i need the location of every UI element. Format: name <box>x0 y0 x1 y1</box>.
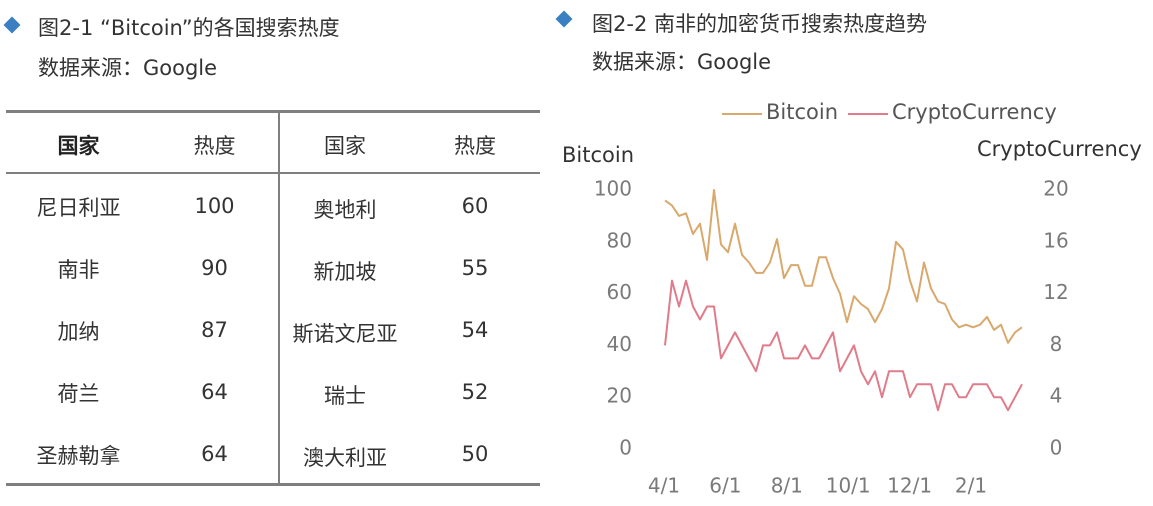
left-axis-title: Bitcoin <box>562 143 635 167</box>
table-bottom-rule <box>6 483 540 486</box>
table-top-rule <box>6 110 540 113</box>
heat-cell: 64 <box>201 380 228 404</box>
right-tick-label: 0 <box>1050 436 1063 460</box>
country-cell: 澳大利亚 <box>303 446 387 470</box>
x-tick-label: 6/1 <box>709 474 741 498</box>
x-tick-label: 4/1 <box>648 474 680 498</box>
heat-cell: 55 <box>461 256 489 280</box>
country-cell: 荷兰 <box>57 382 100 406</box>
heat-cell: 50 <box>461 442 489 466</box>
right-tick-label: 12 <box>1043 280 1068 304</box>
right-tick-label: 20 <box>1043 177 1068 201</box>
country-cell: 瑞士 <box>324 384 366 408</box>
x-tick-label: 8/1 <box>771 474 803 498</box>
heat-cell: 52 <box>461 380 489 404</box>
left-tick-label: 0 <box>619 436 632 460</box>
heat-cell: 87 <box>201 318 228 342</box>
country-cell: 新加坡 <box>313 260 377 284</box>
country-cell: 圣赫勒拿 <box>36 444 121 468</box>
chart-title: 图2-2 南非的加密货币搜索热度趋势 <box>592 12 927 36</box>
left-tick-label: 80 <box>607 228 632 252</box>
right-axis-title: CryptoCurrency <box>977 137 1142 161</box>
country-heat-table: 国家 热度 国家 热度 尼日利亚 100 奥地利 60 南非 90 新加坡 55… <box>6 110 540 486</box>
heat-cell: 54 <box>461 318 489 342</box>
legend-label-bitcoin: Bitcoin <box>766 100 839 124</box>
header-country-1: 国家 <box>57 134 100 158</box>
header-heat-1: 热度 <box>193 134 236 158</box>
heat-cell: 100 <box>194 194 235 218</box>
left-tick-label: 60 <box>607 280 632 304</box>
heat-cell: 90 <box>201 256 228 280</box>
x-tick-label: 10/1 <box>826 474 871 498</box>
series-line-cryptocurrency <box>664 279 1023 412</box>
series-line-bitcoin <box>664 189 1023 344</box>
right-tick-label: 16 <box>1043 228 1068 252</box>
country-cell: 加纳 <box>57 320 100 344</box>
legend-swatch-bitcoin <box>722 113 762 115</box>
x-tick-label: 2/1 <box>955 474 987 498</box>
country-cell: 南非 <box>57 258 100 282</box>
right-tick-label: 8 <box>1050 332 1063 356</box>
table-title: 图2-1 “Bitcoin”的各国搜索热度 <box>38 16 340 40</box>
heat-cell: 60 <box>461 194 489 218</box>
table-header-rule <box>6 172 540 174</box>
legend-swatch-crypto <box>848 113 888 115</box>
left-tick-label: 40 <box>607 332 632 356</box>
chart-source: 数据来源：Google <box>592 50 772 74</box>
right-tick-label: 4 <box>1050 384 1063 408</box>
left-tick-label: 100 <box>594 177 632 201</box>
header-country-2: 国家 <box>324 134 366 158</box>
left-tick-label: 20 <box>607 384 632 408</box>
country-cell: 斯诺文尼亚 <box>292 322 398 346</box>
header-heat-2: 热度 <box>454 134 496 158</box>
country-cell: 奥地利 <box>313 198 377 222</box>
legend-label-crypto: CryptoCurrency <box>892 100 1057 124</box>
heat-cell: 64 <box>201 442 228 466</box>
table-source: 数据来源：Google <box>38 56 218 80</box>
x-tick-label: 12/1 <box>887 474 932 498</box>
country-cell: 尼日利亚 <box>36 196 121 220</box>
table-center-divider <box>278 110 280 486</box>
